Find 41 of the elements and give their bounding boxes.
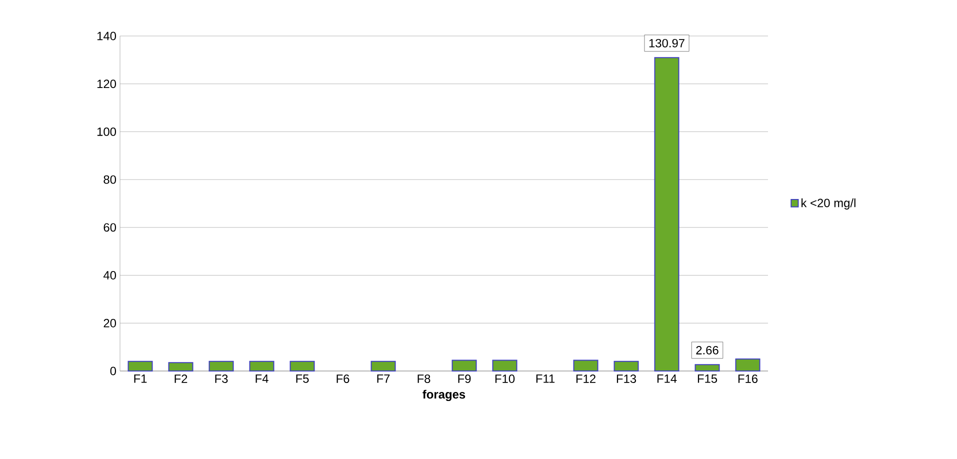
y-tick-label: 40 xyxy=(103,271,116,280)
x-tick-label: F7 xyxy=(377,374,390,383)
y-tick-label: 20 xyxy=(104,318,116,328)
bar xyxy=(492,360,518,372)
x-tick-label: F4 xyxy=(256,374,268,383)
x-tick-label: F5 xyxy=(296,374,309,383)
bar xyxy=(168,362,194,372)
y-tick-label: 0 xyxy=(110,366,116,376)
bar xyxy=(654,57,680,372)
bar xyxy=(452,360,477,372)
x-tick-label: F1 xyxy=(134,374,147,383)
x-axis-title: forages xyxy=(422,390,466,402)
bar xyxy=(208,360,234,372)
bar xyxy=(573,360,598,372)
x-tick-label: F11 xyxy=(536,374,555,383)
x-tick-label: F16 xyxy=(738,374,758,383)
bar xyxy=(249,360,274,372)
bar xyxy=(290,360,315,372)
bar xyxy=(694,364,720,372)
y-tick-label: 120 xyxy=(97,80,116,88)
x-tick-label: F15 xyxy=(698,374,718,383)
x-tick-label: F8 xyxy=(418,374,430,383)
bar xyxy=(735,358,760,372)
bar xyxy=(614,360,639,372)
bar xyxy=(128,360,153,372)
x-tick-label: F12 xyxy=(576,374,596,383)
data-label: 130.97 xyxy=(649,38,684,48)
y-tick-label: 60 xyxy=(104,223,116,232)
data-label: 2.66 xyxy=(696,346,718,354)
x-tick-label: F6 xyxy=(336,374,350,383)
y-tick-label: 100 xyxy=(97,127,116,136)
x-tick-label: F10 xyxy=(495,374,515,383)
y-tick-label: 140 xyxy=(97,32,116,40)
bar xyxy=(370,360,396,372)
x-tick-label: F13 xyxy=(616,374,636,383)
y-tick-label: 80 xyxy=(104,175,116,184)
x-tick-label: F3 xyxy=(215,374,228,383)
x-tick-label: F14 xyxy=(657,374,677,383)
x-tick-label: F2 xyxy=(174,374,188,383)
x-tick-label: F9 xyxy=(458,374,471,383)
legend-label: k <20 mg/l xyxy=(802,198,856,210)
